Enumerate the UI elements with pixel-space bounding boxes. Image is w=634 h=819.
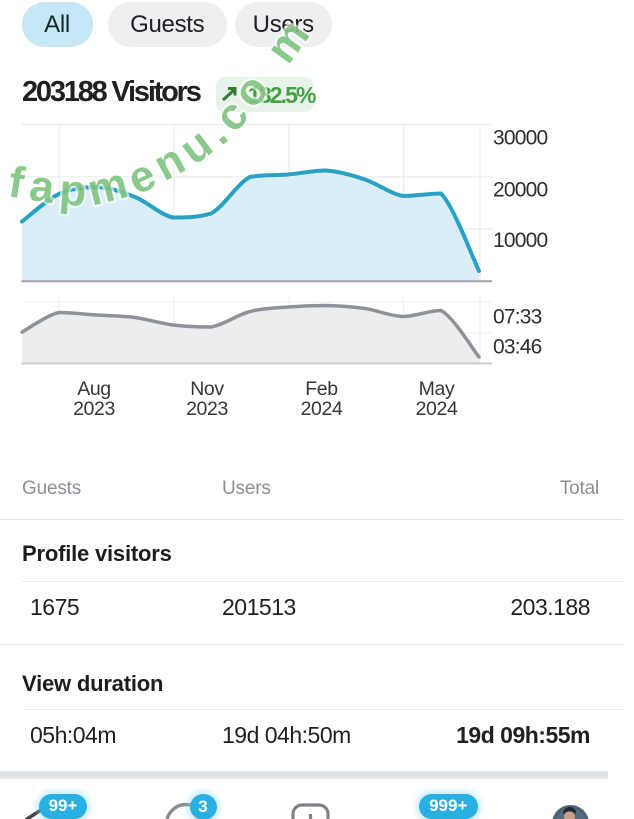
svg-text:03:46: 03:46 (493, 336, 542, 359)
svg-text:2023: 2023 (186, 398, 228, 420)
svg-text:Aug: Aug (77, 378, 111, 400)
svg-text:fapmenu.co: fapmenu.co (5, 60, 282, 216)
svg-text:May: May (419, 378, 455, 400)
svg-text:2024: 2024 (301, 398, 343, 420)
svg-text:Feb: Feb (305, 378, 338, 400)
svg-text:2023: 2023 (73, 398, 115, 420)
svg-text:20000: 20000 (493, 179, 548, 202)
svg-text:Nov: Nov (190, 378, 224, 400)
svg-text:30000: 30000 (493, 127, 548, 150)
svg-text:m: m (256, 11, 319, 71)
svg-text:07:33: 07:33 (493, 306, 542, 329)
svg-text:10000: 10000 (493, 229, 548, 252)
svg-text:2024: 2024 (416, 398, 458, 420)
